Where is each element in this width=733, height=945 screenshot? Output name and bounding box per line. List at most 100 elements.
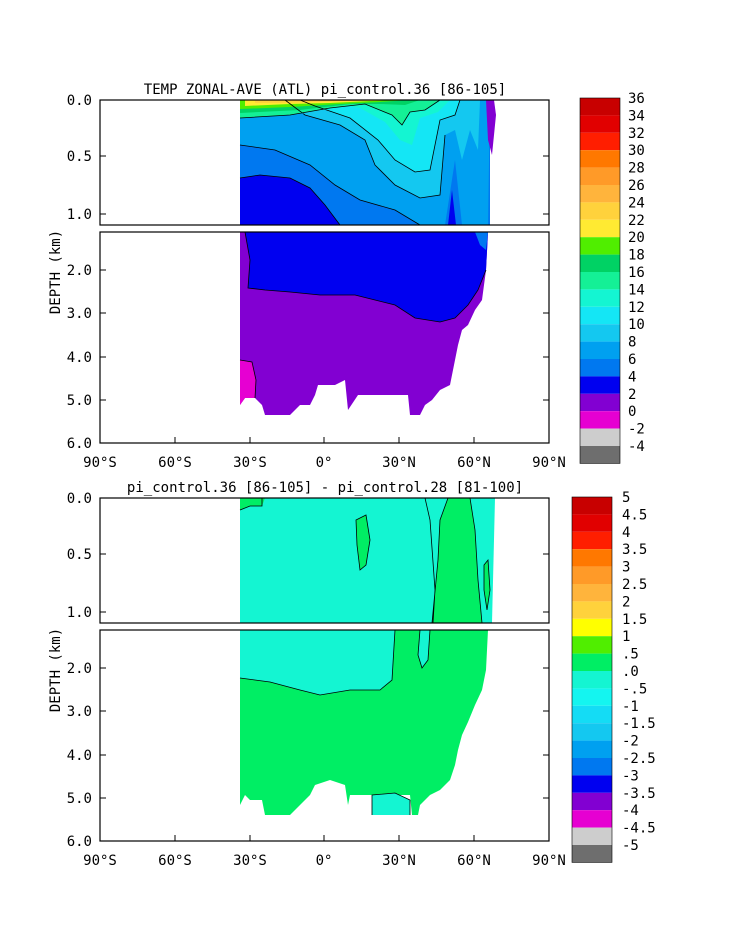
colorbar-label: 0 bbox=[628, 404, 636, 420]
colorbar-swatch bbox=[572, 636, 612, 654]
y-tick-label: 2.0 bbox=[67, 661, 92, 677]
colorbar-label: -1.5 bbox=[622, 716, 656, 732]
x-tick-label: 30°N bbox=[382, 853, 416, 869]
colorbar-label: .5 bbox=[622, 647, 639, 663]
colorbar-swatch bbox=[572, 601, 612, 619]
colorbar-swatch bbox=[580, 219, 620, 238]
panel1-magenta bbox=[240, 360, 256, 405]
panel1-plot-upper bbox=[100, 99, 549, 226]
colorbar-label: -2.5 bbox=[622, 751, 656, 767]
x-tick-label: 30°N bbox=[382, 455, 416, 471]
colorbar-swatch bbox=[572, 740, 612, 758]
colorbar-swatch bbox=[572, 810, 612, 828]
colorbar-swatch bbox=[572, 653, 612, 671]
colorbar-label: 16 bbox=[628, 265, 645, 281]
panel2-contours-lower bbox=[239, 629, 431, 815]
colorbar-label: 30 bbox=[628, 143, 645, 159]
colorbar-swatch bbox=[572, 514, 612, 532]
panel1-title: TEMP ZONAL-AVE (ATL) pi_control.36 [86-1… bbox=[144, 82, 506, 98]
colorbar-frame bbox=[571, 496, 613, 863]
colorbar-swatch bbox=[580, 411, 620, 429]
x-tick-label: 90°N bbox=[532, 455, 566, 471]
colorbar-swatch bbox=[572, 671, 612, 689]
colorbar-label: 5 bbox=[622, 490, 630, 506]
y-tick-label: 5.0 bbox=[67, 791, 92, 807]
colorbar-swatch bbox=[572, 827, 612, 845]
colorbar-swatch bbox=[580, 237, 620, 255]
panel1-region-4-6-b bbox=[448, 190, 456, 225]
y-tick-label: 6.0 bbox=[67, 834, 92, 850]
panel2-deep-neg bbox=[240, 630, 395, 695]
colorbar-swatch bbox=[580, 115, 620, 133]
panel2-region-pos-d bbox=[240, 498, 265, 510]
colorbar-swatch bbox=[572, 792, 612, 811]
panel2-y-axis-label: DEPTH (km) bbox=[48, 628, 64, 712]
panel2-x-axis bbox=[99, 835, 550, 841]
colorbar-label: 2 bbox=[628, 387, 636, 403]
colorbar-swatch bbox=[580, 446, 620, 464]
y-tick-label: 3.0 bbox=[67, 704, 92, 720]
colorbar-swatch bbox=[572, 758, 612, 776]
y-tick-label: 4.0 bbox=[67, 748, 92, 764]
panel1-y-axis-label: DEPTH (km) bbox=[48, 230, 64, 314]
colorbar-label: 4.5 bbox=[622, 507, 647, 523]
panel1-x-tick-labels: 90°S 60°S 30°S 0° 30°N 60°N 90°N bbox=[83, 455, 566, 471]
panel2-region-neg bbox=[240, 498, 495, 623]
x-tick-label: 30°S bbox=[233, 853, 267, 869]
x-tick-label: 90°S bbox=[83, 455, 117, 471]
y-tick-label: 1.0 bbox=[67, 605, 92, 621]
panel-temperature: TEMP ZONAL-AVE (ATL) pi_control.36 [86-1… bbox=[48, 82, 645, 471]
colorbar-swatch bbox=[580, 324, 620, 342]
colorbar-label: 22 bbox=[628, 213, 645, 229]
colorbar-swatch bbox=[580, 428, 620, 446]
colorbar-label: 3.5 bbox=[622, 542, 647, 558]
colorbar-swatch bbox=[580, 167, 620, 185]
x-tick-label: 0° bbox=[316, 455, 333, 471]
x-tick-label: 60°S bbox=[158, 455, 192, 471]
colorbar-label: -2 bbox=[622, 734, 639, 750]
x-tick-label: 90°S bbox=[83, 853, 117, 869]
colorbar-swatch bbox=[572, 775, 612, 793]
colorbar-label: 10 bbox=[628, 317, 645, 333]
panel2-y-axis bbox=[100, 497, 549, 799]
colorbar-swatch bbox=[580, 306, 620, 325]
colorbar-swatch bbox=[572, 497, 612, 515]
colorbar-swatch bbox=[580, 393, 620, 412]
panel2-frame-upper bbox=[99, 497, 550, 624]
panel1-arctic bbox=[486, 100, 496, 155]
x-tick-label: 60°N bbox=[457, 455, 491, 471]
colorbar-label: -4 bbox=[628, 439, 645, 455]
colorbar-label: 1.5 bbox=[622, 612, 647, 628]
colorbar-swatch bbox=[580, 132, 620, 151]
colorbar-swatch bbox=[572, 584, 612, 602]
colorbar-swatch bbox=[580, 98, 620, 116]
colorbar-label: 8 bbox=[628, 335, 636, 351]
colorbar-label: -1 bbox=[622, 699, 639, 715]
y-tick-label: 2.0 bbox=[67, 263, 92, 279]
colorbar-label: 4 bbox=[622, 525, 630, 541]
colorbar-label: 36 bbox=[628, 91, 645, 107]
colorbar-label: 20 bbox=[628, 230, 645, 246]
colorbar-label: -2 bbox=[628, 422, 645, 438]
colorbar-swatch bbox=[580, 254, 620, 272]
colorbar-label: 4 bbox=[628, 369, 636, 385]
panel1-plot-lower bbox=[100, 231, 549, 443]
colorbar-swatch bbox=[580, 289, 620, 307]
y-tick-label: 3.0 bbox=[67, 306, 92, 322]
y-tick-label: 0.5 bbox=[67, 149, 92, 165]
panel1-x-axis bbox=[99, 437, 550, 443]
x-tick-label: 0° bbox=[316, 853, 333, 869]
colorbar-label: 1 bbox=[622, 629, 630, 645]
y-tick-label: 0.0 bbox=[67, 93, 92, 109]
colorbar-label: 32 bbox=[628, 126, 645, 142]
colorbar-label: -4.5 bbox=[622, 821, 656, 837]
y-tick-label: 0.5 bbox=[67, 547, 92, 563]
colorbar-label: -3 bbox=[622, 768, 639, 784]
colorbar-label: 34 bbox=[628, 108, 645, 124]
colorbar-label: 14 bbox=[628, 282, 645, 298]
panel1-region-4-6 bbox=[240, 175, 340, 225]
y-tick-label: 5.0 bbox=[67, 393, 92, 409]
panel1-contours-lower bbox=[239, 231, 487, 399]
